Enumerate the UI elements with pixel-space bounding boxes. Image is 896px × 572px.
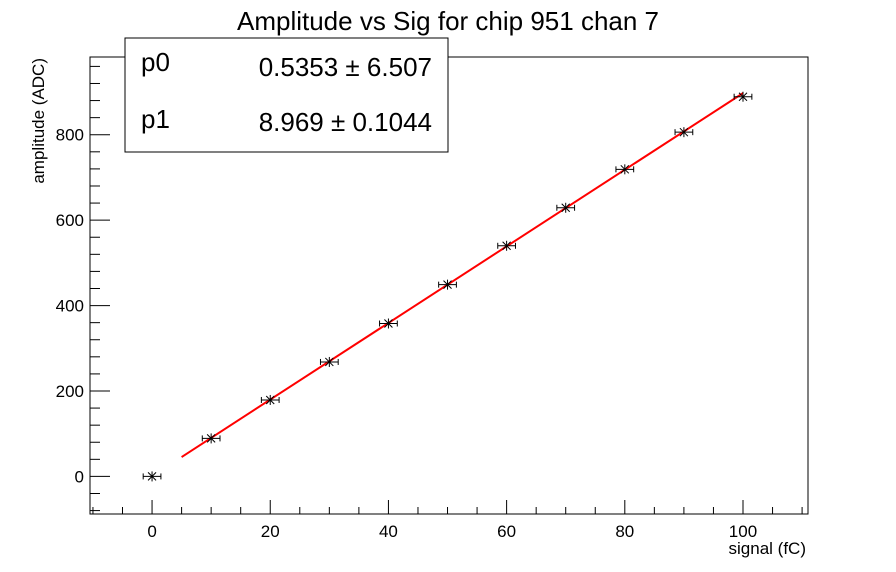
stats-p1-name: p1 <box>141 104 170 134</box>
stats-box-frame <box>124 37 449 153</box>
stats-p0-name: p0 <box>141 47 170 77</box>
x-tick-label: 80 <box>615 522 634 541</box>
stats-box: p0 0.5353 ± 6.507 p1 8.969 ± 0.1044 <box>124 37 449 153</box>
data-point <box>497 240 516 251</box>
data-point <box>556 202 576 213</box>
x-tick-label: 20 <box>261 522 280 541</box>
chart-title: Amplitude vs Sig for chip 951 chan 7 <box>237 6 659 36</box>
y-axis: 0 200 400 600 800 <box>56 65 110 512</box>
x-axis: 0 20 40 60 80 100 <box>92 500 803 541</box>
x-tick-label: 0 <box>147 522 156 541</box>
fit-layer <box>181 92 744 458</box>
data-point <box>260 394 280 405</box>
stats-p0-value: 0.5353 ± 6.507 <box>259 52 432 82</box>
data-point <box>615 164 635 175</box>
data-points <box>142 91 753 482</box>
data-point <box>733 91 753 102</box>
data-point <box>674 127 694 138</box>
y-tick-label: 200 <box>56 382 84 401</box>
stats-p1-value: 8.969 ± 0.1044 <box>259 107 432 137</box>
fit-line <box>181 92 744 458</box>
y-tick-label: 0 <box>75 467 84 486</box>
data-point <box>379 318 398 329</box>
x-tick-label: 100 <box>729 522 757 541</box>
x-tick-label: 40 <box>379 522 398 541</box>
data-point <box>438 279 457 290</box>
data-point <box>319 356 339 367</box>
data-point <box>201 433 221 444</box>
x-tick-label: 60 <box>497 522 516 541</box>
y-axis-label: amplitude (ADC) <box>29 58 48 184</box>
y-tick-label: 600 <box>56 211 84 230</box>
data-point <box>142 471 162 482</box>
y-tick-label: 400 <box>56 297 84 316</box>
x-axis-label: signal (fC) <box>729 539 806 558</box>
plot-frame <box>89 56 809 515</box>
y-tick-label: 800 <box>56 126 84 145</box>
